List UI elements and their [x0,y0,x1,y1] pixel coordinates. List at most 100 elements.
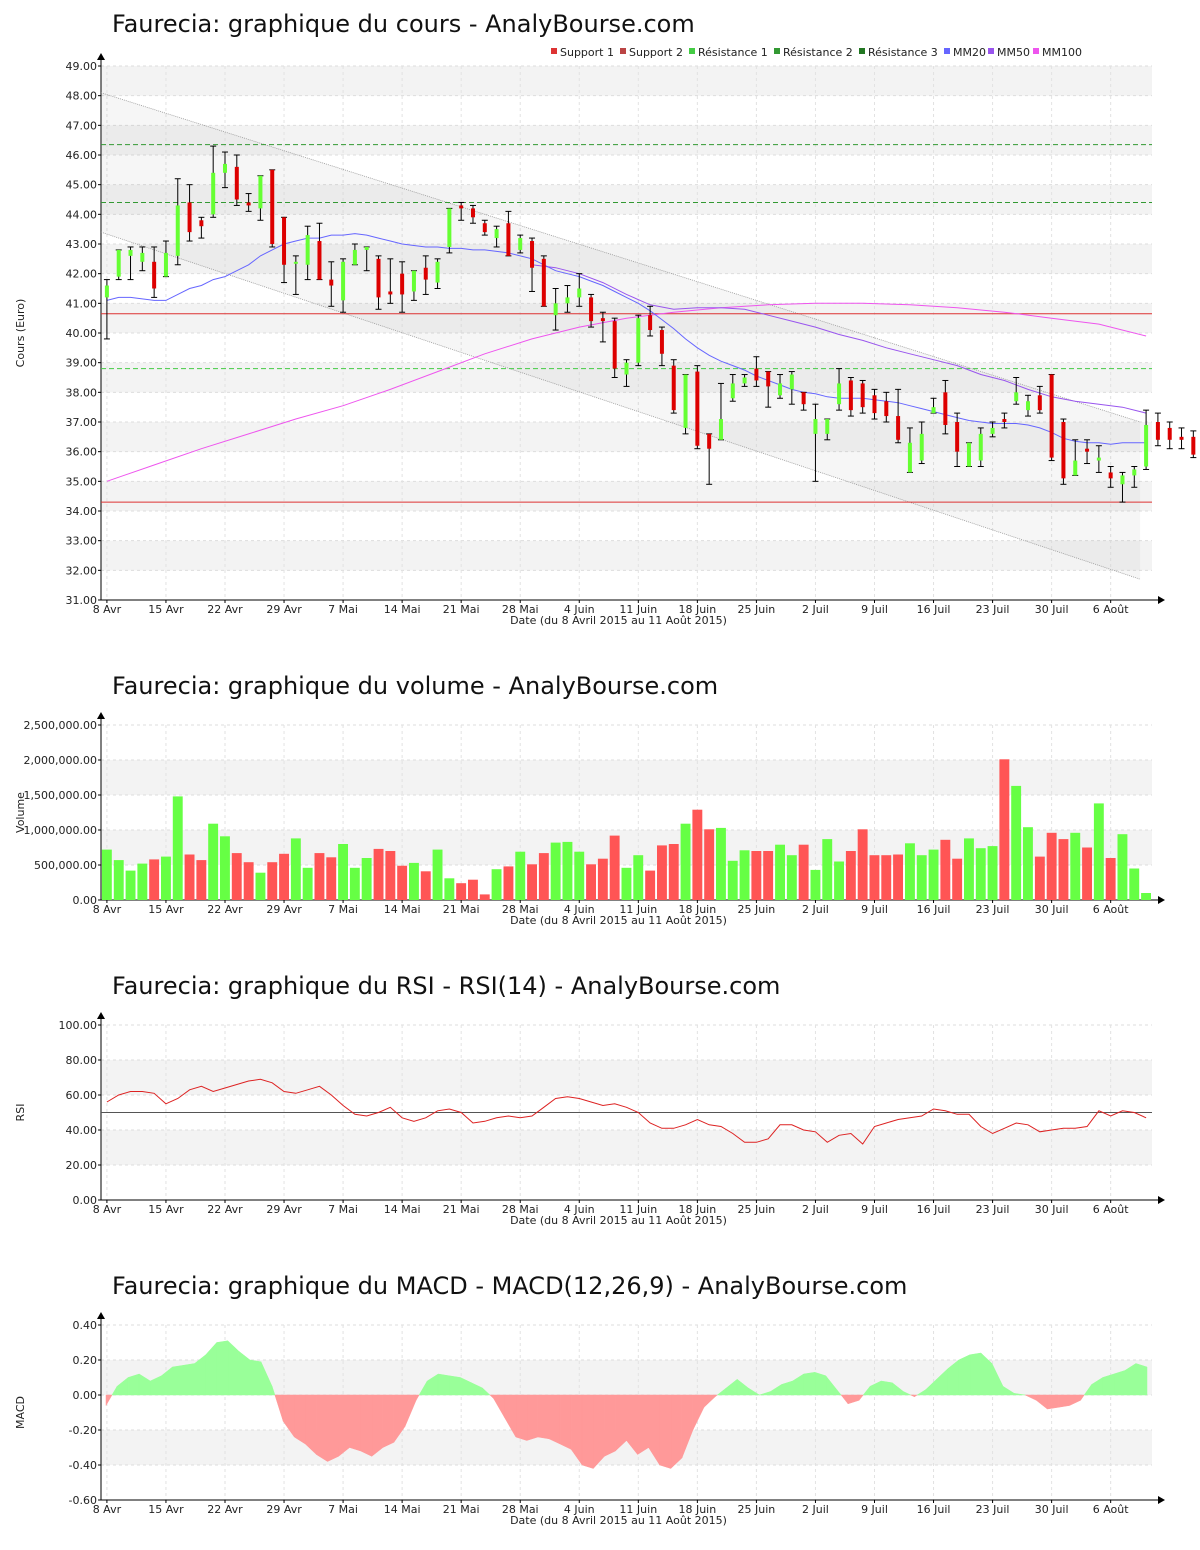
candle-body [636,318,641,363]
volume-bar [633,855,644,900]
volume-bar [751,851,762,900]
rsi-x-tick-label: 11 Juin [619,1203,657,1216]
rsi-y-axis-label: RSI [14,1104,27,1122]
candle-body [707,433,712,449]
volume-bar [338,844,348,900]
macd-area-segment [1025,1394,1037,1401]
candle-body [1191,436,1196,455]
candle-body [848,380,853,411]
volume-bar [881,855,892,900]
macd-area-segment [449,1375,461,1396]
candle-body [648,315,653,331]
volume-bar [444,878,455,900]
volume-y-tick-label: 1,500,000.00 [24,789,97,802]
macd-x-tick-label: 30 Juil [1035,1503,1069,1516]
legend-swatch [988,48,994,54]
volume-x-tick-label: 15 Avr [148,903,184,916]
candle-body [222,163,227,173]
volume-bar [964,838,974,900]
candle-body [128,249,133,256]
macd-area-segment [172,1365,184,1396]
volume-bar [1023,827,1033,900]
rsi-y-tick-label: 0.00 [73,1194,98,1207]
rsi-x-tick-label: 8 Avr [93,1203,122,1216]
volume-bar [149,859,160,900]
macd-area-segment [1013,1393,1026,1396]
macd-y-tick-label: 0.00 [73,1389,98,1402]
price-x-tick-label: 14 Mai [384,603,421,616]
volume-x-tick-label: 8 Avr [93,903,122,916]
legend-entry-5: MM20 [953,46,986,59]
volume-bar [385,851,396,900]
macd-area-segment [637,1394,649,1455]
legend-entry-2: Résistance 1 [698,46,768,59]
candle-body [282,217,287,265]
volume-bar [1011,785,1022,900]
candle-body [1037,395,1042,411]
volume-bar [137,863,148,900]
rsi-x-tick-label: 4 Juin [564,1203,595,1216]
volume-x-tick-label: 7 Mai [328,903,358,916]
macd-area-segment [814,1371,827,1396]
candle-body [730,383,735,399]
candle-body [683,374,688,428]
macd-area-segment [493,1394,505,1419]
price-x-tick-label: 21 Mai [443,603,480,616]
candle-body [978,433,983,461]
price-grid-band [101,540,1152,571]
volume-bar [586,864,596,900]
volume-x-tick-label: 22 Avr [207,903,243,916]
volume-bar [928,849,939,900]
candle-body [1167,427,1172,440]
price-y-axis-label: Cours (Euro) [14,299,27,368]
candle-body [329,279,334,286]
volume-y-tick-label: 500,000.00 [34,859,97,872]
candle-body [199,220,204,227]
macd-area-segment [482,1387,491,1396]
macd-area-segment [714,1394,719,1398]
volume-bar [845,851,856,900]
volume-x-tick-label: 21 Mai [443,903,480,916]
candle-body [482,223,487,233]
candle-body [459,205,464,209]
legend-entry-1: Support 2 [629,46,683,59]
rsi-y-tick-label: 20.00 [66,1159,98,1172]
macd-area-segment [274,1394,284,1422]
candle-body [695,371,700,446]
price-chart-title: Faurecia: graphique du cours - AnalyBour… [112,10,695,38]
macd-y-tick-label: -0.20 [69,1424,97,1437]
volume-bar [231,853,242,900]
macd-area-segment [703,1394,716,1408]
macd-area-segment [537,1394,550,1440]
rsi-x-tick-label: 15 Avr [148,1203,184,1216]
volume-bar [468,879,478,900]
candle-body [600,318,605,322]
rsi-y-tick-label: 80.00 [66,1054,98,1067]
macd-area-segment [836,1389,842,1396]
macd-area-segment [604,1394,616,1457]
volume-bar [267,862,278,900]
rsi-y-axis-arrow [97,1012,105,1019]
macd-y-tick-label: -0.60 [69,1494,97,1507]
macd-area-segment [559,1394,572,1450]
candle-body [943,392,948,425]
candle-body [553,303,558,316]
candle-body [470,208,475,218]
legend-entry-0: Support 1 [560,46,614,59]
macd-area-segment [382,1394,395,1448]
volume-x-tick-label: 23 Juil [976,903,1010,916]
macd-area-segment [526,1394,539,1441]
macd-area-segment [748,1387,761,1396]
volume-x-axis-arrow [1158,896,1165,904]
macd-area-segment [858,1394,864,1402]
macd-x-tick-label: 2 Juil [802,1503,829,1516]
macd-x-tick-label: 21 Mai [443,1503,480,1516]
volume-bar [409,862,419,900]
candle-body [931,407,936,414]
candle-body [163,252,168,277]
volume-bar [975,848,986,900]
macd-area-segment [415,1394,420,1402]
volume-bar [184,854,195,900]
legend-swatch [551,48,557,54]
macd-area-segment [249,1359,262,1396]
